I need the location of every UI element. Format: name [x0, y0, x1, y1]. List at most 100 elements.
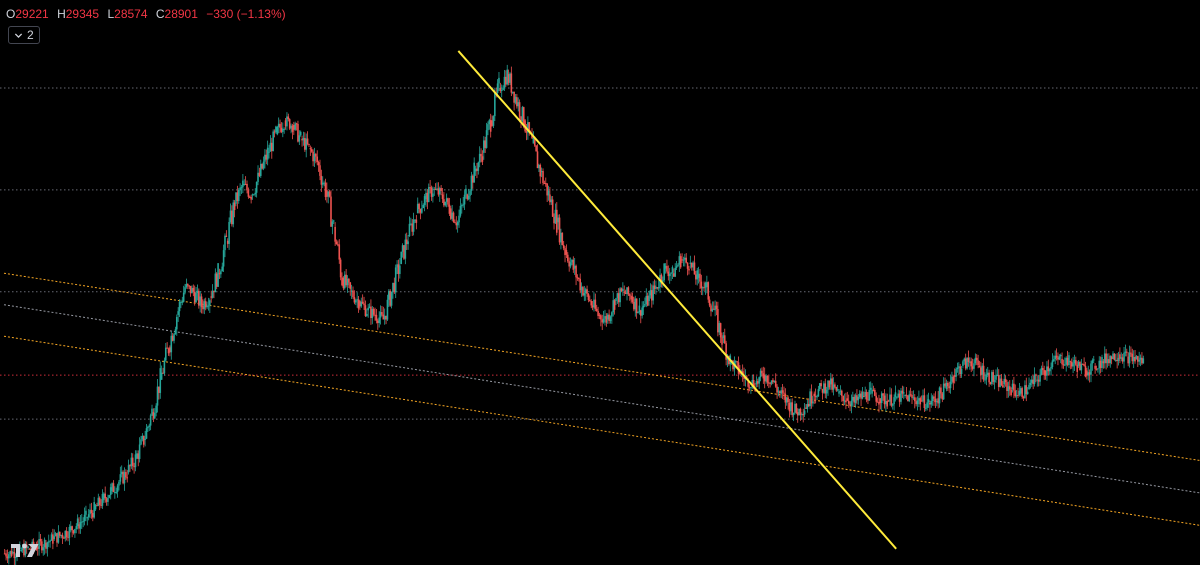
- candle-body: [378, 317, 380, 324]
- candle-body: [945, 383, 948, 390]
- low-value: 28574: [114, 7, 148, 21]
- candle-body: [1037, 379, 1040, 382]
- candle-body: [575, 265, 577, 278]
- candle-body: [491, 120, 493, 126]
- candle-body: [386, 299, 389, 320]
- candle-body: [160, 372, 163, 380]
- candle-body: [1022, 396, 1025, 398]
- candle-body: [719, 323, 722, 338]
- candle-body: [1013, 383, 1015, 391]
- candle-body: [276, 126, 279, 135]
- candle-body: [1048, 368, 1051, 372]
- candle-body: [61, 534, 64, 538]
- candle-body: [996, 374, 999, 376]
- candle-body: [878, 401, 880, 405]
- candle-body: [293, 125, 295, 130]
- candle-body: [156, 386, 159, 406]
- candle-body: [367, 307, 369, 311]
- candle-body: [294, 123, 296, 130]
- candle-body: [648, 295, 650, 302]
- candle-body: [845, 400, 847, 403]
- candle-body: [751, 379, 754, 388]
- candle-body: [90, 509, 93, 514]
- candle-body: [644, 303, 646, 306]
- candle-body: [308, 143, 310, 145]
- candle-body: [163, 360, 166, 374]
- candle-body: [686, 262, 689, 269]
- candle-body: [354, 300, 357, 303]
- candle-body: [440, 188, 442, 191]
- candle-body: [558, 217, 561, 243]
- candle-body: [258, 172, 261, 176]
- candle-body: [211, 290, 214, 298]
- candle-body: [1021, 388, 1023, 397]
- candle-body: [244, 183, 247, 185]
- candle-body: [562, 244, 565, 249]
- candle-body: [242, 180, 244, 188]
- candle-body: [131, 457, 134, 466]
- candle-body: [404, 239, 407, 259]
- candle-body: [1003, 378, 1006, 385]
- candle-body: [237, 189, 240, 202]
- candle-body: [184, 287, 186, 293]
- candle-body: [816, 396, 818, 398]
- candle-body: [806, 404, 809, 409]
- candle-body: [200, 296, 203, 308]
- candle-body: [399, 265, 401, 274]
- candle-body: [466, 194, 469, 200]
- candle-body: [662, 280, 664, 282]
- candle-body: [707, 282, 710, 300]
- candle-body: [732, 360, 734, 370]
- candle-body: [470, 175, 473, 191]
- candle-body: [653, 285, 656, 289]
- candle-body: [370, 306, 372, 319]
- candle-body: [309, 148, 312, 150]
- indicators-toggle-button[interactable]: 2: [8, 26, 40, 44]
- candle-body: [796, 412, 799, 416]
- candle-body: [10, 551, 13, 557]
- candle-body: [1095, 368, 1098, 370]
- candle-body: [594, 299, 597, 309]
- candle-body: [414, 219, 416, 221]
- candle-body: [646, 295, 649, 306]
- candle-body: [675, 266, 678, 268]
- candle-body: [222, 250, 225, 267]
- candle-body: [682, 259, 685, 261]
- candle-body: [677, 264, 679, 267]
- candle-body: [668, 273, 671, 277]
- candle-body: [608, 314, 610, 321]
- candle-body: [152, 412, 155, 419]
- candle-body: [350, 290, 353, 292]
- candle-body: [498, 77, 500, 84]
- candle-body: [875, 395, 878, 402]
- candle-body: [283, 128, 285, 130]
- candle-body: [397, 264, 400, 274]
- candle-body: [948, 386, 950, 389]
- candle-body: [89, 509, 91, 515]
- candle-body: [286, 116, 288, 127]
- candle-body: [827, 380, 829, 390]
- candle-body: [229, 210, 232, 223]
- candle-body: [518, 102, 521, 117]
- candle-body: [929, 402, 931, 405]
- tradingview-logo[interactable]: [10, 542, 40, 558]
- candle-body: [1035, 374, 1037, 376]
- candle-body: [807, 404, 810, 407]
- candle-body: [704, 282, 707, 288]
- candle-body: [181, 301, 184, 303]
- candle-body: [1099, 360, 1102, 368]
- candle-body: [64, 530, 67, 539]
- candle-body: [690, 262, 693, 268]
- candle-body: [630, 295, 632, 300]
- candle-body: [415, 219, 418, 223]
- candle-body: [9, 551, 11, 555]
- candle-body: [423, 196, 426, 205]
- candle-body: [481, 156, 484, 162]
- candle-body: [390, 291, 393, 306]
- candle-body: [209, 300, 211, 306]
- candle-body: [860, 393, 862, 399]
- candle-body: [1069, 361, 1072, 363]
- candle-body: [87, 514, 90, 518]
- candle-body: [799, 408, 802, 415]
